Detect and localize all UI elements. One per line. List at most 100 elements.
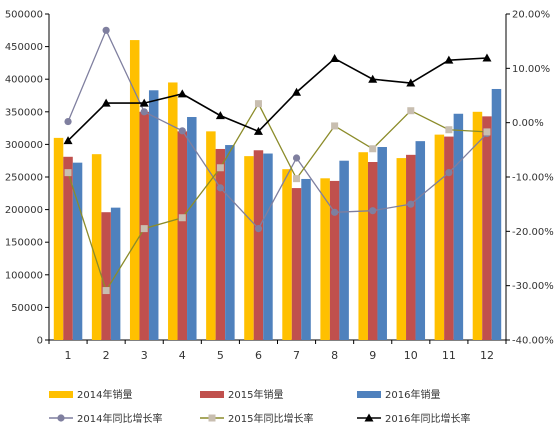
line-point [216,164,224,172]
line-point [369,145,377,153]
bar [482,116,492,340]
line-point [57,414,65,422]
bar [406,154,416,340]
line-point [369,207,377,215]
line-point [331,208,339,216]
left-tick-label: 400000 [5,75,43,86]
bar [301,178,311,340]
legend-label: 2014年同比增长率 [77,412,162,425]
legend-label: 2015年销量 [228,388,283,401]
line-point [178,214,186,222]
left-tick-label: 250000 [5,173,43,184]
left-tick-label: 200000 [5,205,43,216]
bar [453,113,464,340]
bar [225,145,235,340]
right-tick-label: -30.00% [512,281,554,292]
legend-swatch [357,391,381,398]
bar [367,162,378,340]
line-point [177,89,187,98]
line-point [253,126,263,135]
bar [472,111,483,340]
bar [187,117,197,341]
x-tick-label: 4 [179,349,186,362]
bar [282,169,292,340]
bar [434,134,445,340]
legend-label: 2016年同比增长率 [385,412,470,425]
bar [329,180,340,340]
line-point [330,54,340,63]
x-tick-label: 5 [217,349,224,362]
bar [491,88,502,340]
right-tick-label: -10.00% [512,173,554,184]
line-point [445,126,453,134]
line-point [140,108,148,116]
line-point [368,74,378,83]
line-point [482,53,492,62]
bar [444,136,454,340]
line-point [292,87,302,96]
line-point [364,413,374,422]
line-point [293,175,301,183]
x-tick-label: 12 [480,349,494,362]
line-point [292,154,301,162]
left-tick-label: 350000 [5,107,43,118]
x-tick-label: 3 [141,349,148,362]
right-tick-label: -40.00% [512,336,554,347]
bar [53,137,64,340]
legend-label: 2014年销量 [77,388,132,401]
left-tick-label: 450000 [5,42,43,53]
bar [263,153,273,340]
left-tick-label: 0 [37,336,43,347]
right-tick-label: 10.00% [512,64,550,75]
bar [358,152,368,340]
x-tick-label: 9 [369,349,376,362]
bar [72,162,83,340]
legend-label: 2016年销量 [385,388,440,401]
bar [129,40,140,341]
line-point [444,55,454,64]
line-point [101,98,111,107]
left-tick-label: 150000 [5,238,43,249]
x-tick-label: 11 [442,349,456,362]
left-tick-label: 300000 [5,140,43,151]
bar [253,150,264,340]
left-tick-label: 500000 [5,10,43,21]
x-tick-label: 8 [331,349,338,362]
bar [206,131,216,340]
x-tick-label: 6 [255,349,262,362]
line-point [331,122,339,130]
line-point [254,225,263,233]
line-point [208,414,216,422]
bar [377,147,387,340]
line-point [406,78,416,87]
line-point [216,184,224,192]
bar [320,178,330,340]
bar [244,156,254,340]
bar [415,141,426,340]
bar [215,148,226,340]
line-point [64,117,72,126]
right-tick-label: 0.00% [512,118,544,129]
line-point [140,225,148,233]
line-point [215,111,225,120]
line-point [64,169,72,177]
bar [91,154,102,340]
bar [148,90,159,340]
line-point [178,127,186,135]
x-tick-label: 7 [293,349,300,362]
right-tick-label: 20.00% [512,10,550,21]
bar [339,160,349,340]
line-point [102,287,110,295]
series-line [67,28,488,230]
legend-swatch [200,391,224,398]
line-point [254,100,262,108]
right-tick-label: -20.00% [512,227,554,238]
line-point [483,128,491,136]
line-point [407,107,415,115]
legend-label: 2015年同比增长率 [228,412,313,425]
line-point [139,98,149,107]
line-point [63,136,73,145]
series-line [67,102,487,293]
